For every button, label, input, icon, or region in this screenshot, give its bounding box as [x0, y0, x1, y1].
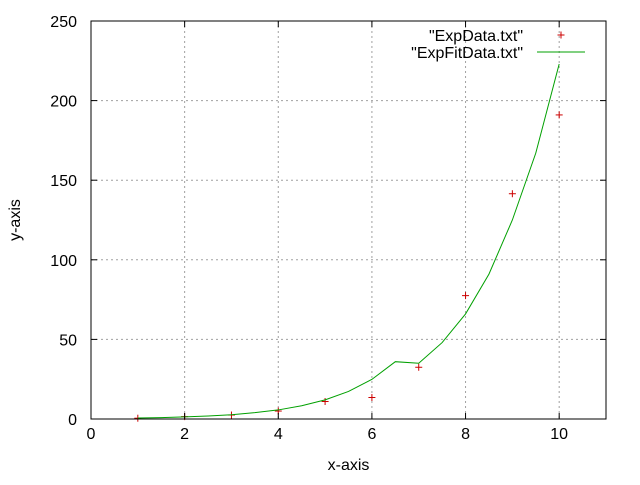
series-layer	[134, 63, 563, 422]
data-point	[321, 397, 329, 405]
data-point	[555, 111, 563, 119]
y-tick-label: 0	[68, 412, 77, 429]
data-point	[462, 292, 470, 300]
x-tick-label: 4	[274, 426, 283, 443]
x-tick-label: 2	[180, 426, 189, 443]
x-tick-label: 6	[367, 426, 376, 443]
plot-frame	[90, 20, 607, 420]
x-tick-label: 10	[550, 426, 568, 443]
grid-layer	[91, 21, 606, 419]
y-tick-label: 200	[50, 94, 77, 111]
legend: "ExpData.txt""ExpFitData.txt"	[411, 28, 585, 62]
y-tick-label: 150	[50, 173, 77, 190]
legend-label: "ExpFitData.txt"	[411, 45, 523, 62]
y-tick-label: 100	[50, 253, 77, 270]
y-tick-label: 50	[59, 332, 77, 349]
legend-swatch-marker	[557, 31, 565, 39]
x-axis-label: x-axis	[328, 457, 370, 474]
data-point	[368, 394, 376, 402]
y-tick-label: 250	[50, 14, 77, 31]
x-tick-label: 0	[87, 426, 96, 443]
legend-label: "ExpData.txt"	[429, 28, 523, 45]
y-axis-label: y-axis	[7, 199, 24, 241]
data-point	[508, 190, 516, 198]
data-point	[415, 363, 423, 371]
x-tick-label: 8	[461, 426, 470, 443]
series-line	[137, 63, 560, 419]
